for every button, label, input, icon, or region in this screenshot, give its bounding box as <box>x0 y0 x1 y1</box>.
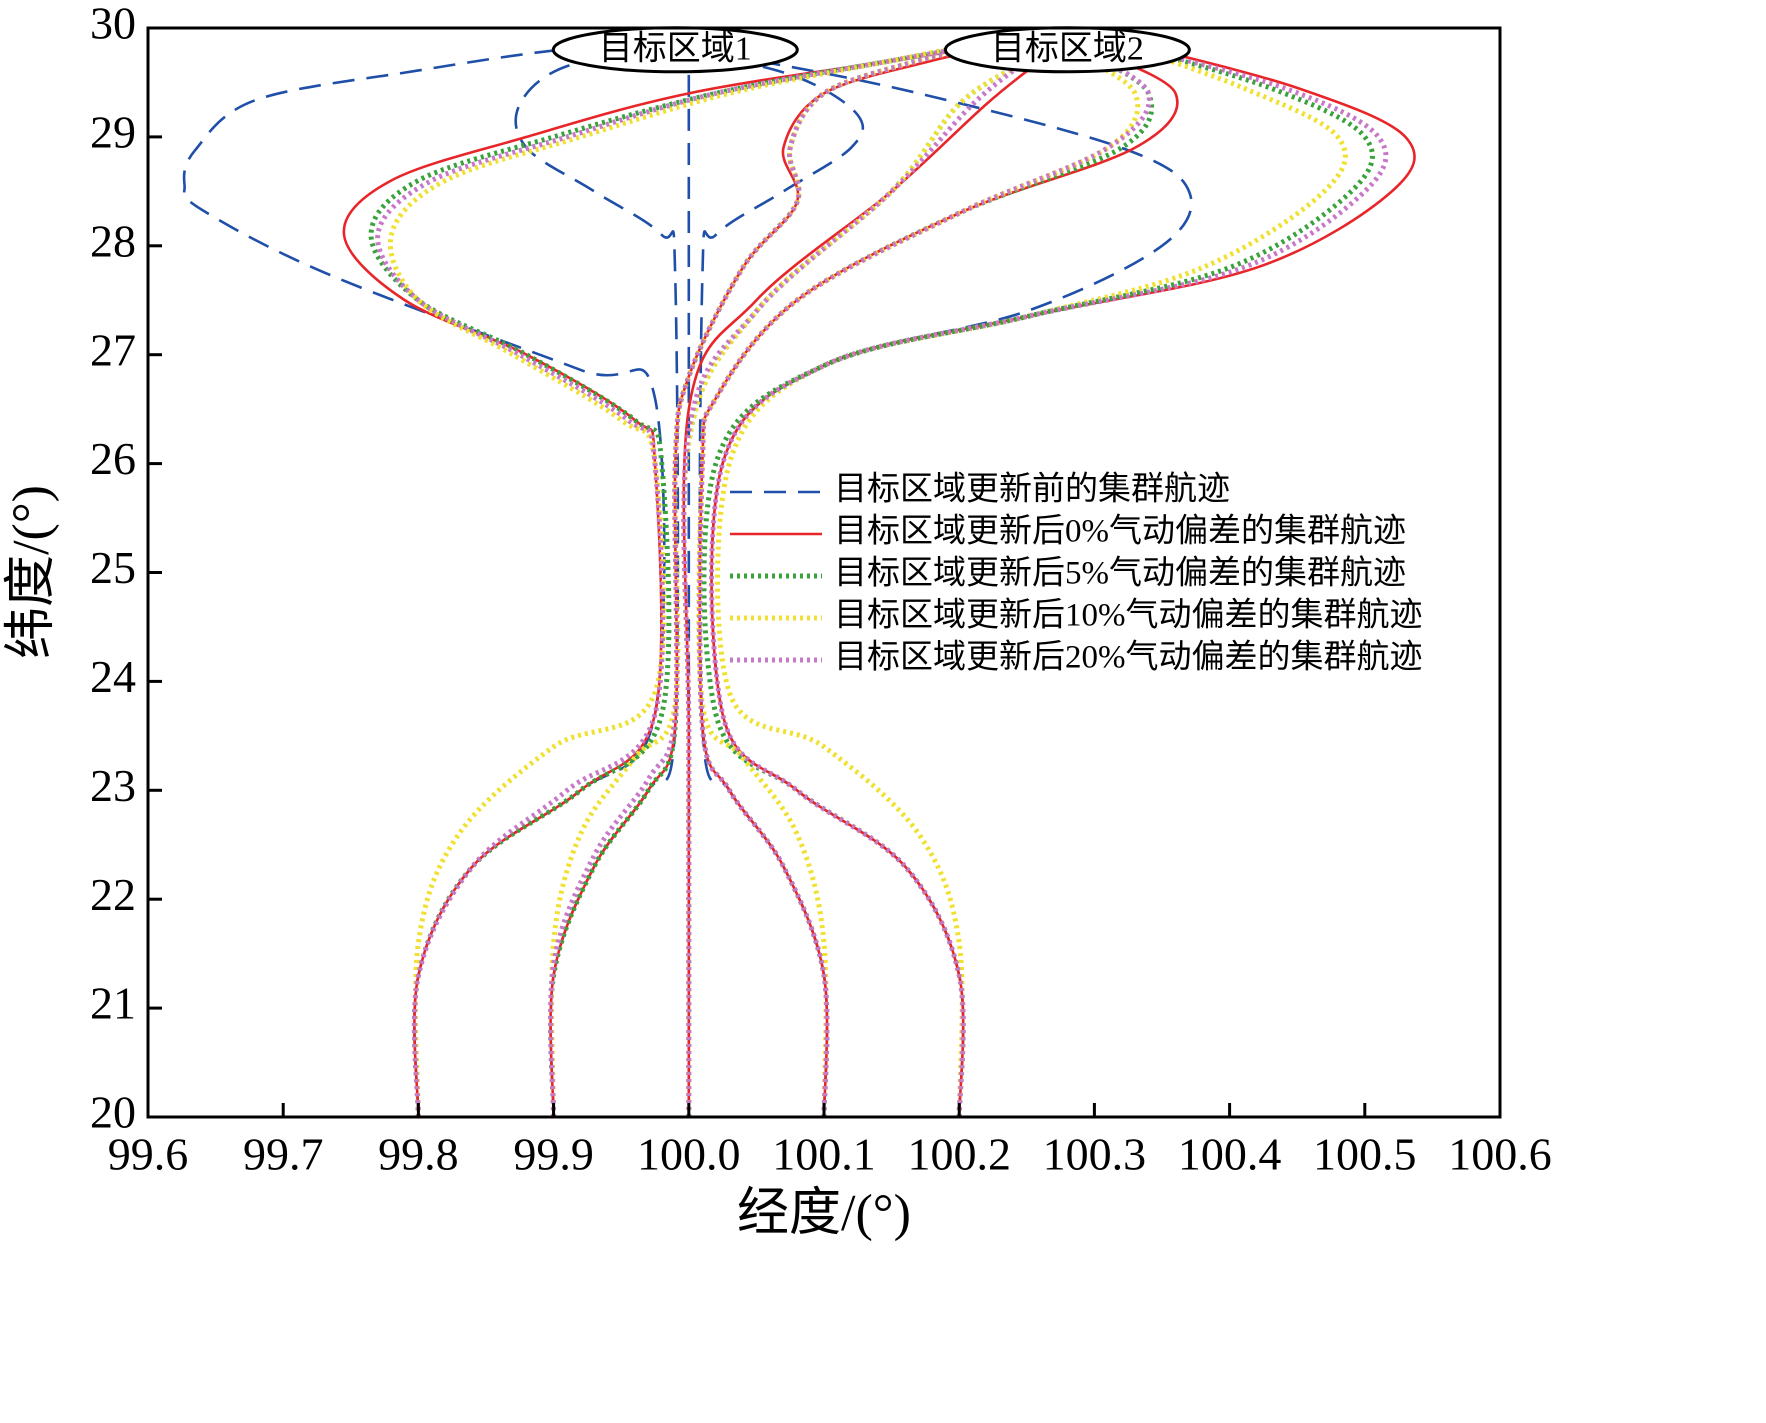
x-tick-label: 100.1 <box>772 1129 876 1180</box>
trajectory <box>548 47 974 1118</box>
trajectory <box>709 41 1389 1118</box>
y-tick-label: 26 <box>90 433 136 484</box>
y-tick-label: 28 <box>90 215 136 266</box>
trajectory <box>698 48 1179 1118</box>
trajectory <box>514 48 680 1118</box>
x-tick-label: 99.7 <box>243 1129 324 1180</box>
y-tick-label: 25 <box>90 542 136 593</box>
x-tick-label: 100.6 <box>1448 1129 1552 1180</box>
legend-label: 目标区域更新前的集群航迹 <box>834 471 1230 508</box>
x-tick-label: 100.3 <box>1043 1129 1147 1180</box>
annotation: 目标区域2 <box>991 30 1144 68</box>
y-tick-label: 27 <box>90 324 136 375</box>
y-tick-label: 29 <box>90 106 136 157</box>
x-axis-label: 经度/(°) <box>737 1185 911 1242</box>
y-tick-label: 30 <box>90 0 136 49</box>
y-tick-label: 21 <box>90 978 136 1029</box>
trajectory <box>375 41 987 1118</box>
x-tick-label: 100.4 <box>1178 1129 1282 1180</box>
trajectory <box>701 41 1375 1118</box>
x-tick-label: 99.8 <box>378 1129 459 1180</box>
x-tick-label: 100.2 <box>907 1129 1011 1180</box>
y-tick-label: 23 <box>90 760 136 811</box>
trajectory <box>697 47 1152 1118</box>
x-tick-label: 100.5 <box>1313 1129 1417 1180</box>
trajectory <box>681 58 1029 1117</box>
trajectory <box>387 41 974 1118</box>
legend-label: 目标区域更新后10%气动偏差的集群航迹 <box>834 597 1423 634</box>
trajectory <box>682 59 1042 1117</box>
x-tick-label: 100.0 <box>637 1129 741 1180</box>
y-axis-label: 纬度/(°) <box>3 485 60 659</box>
x-tick-label: 99.9 <box>513 1129 594 1180</box>
legend-label: 目标区域更新后0%气动偏差的集群航迹 <box>834 513 1406 550</box>
trajectory <box>549 47 974 1118</box>
trajectory <box>681 58 1029 1117</box>
y-tick-label: 20 <box>90 1087 136 1138</box>
legend-label: 目标区域更新后5%气动偏差的集群航迹 <box>834 555 1406 592</box>
trajectory <box>696 47 1141 1118</box>
legend-label: 目标区域更新后20%气动偏差的集群航迹 <box>834 639 1423 676</box>
annotation: 目标区域1 <box>599 30 752 68</box>
y-tick-label: 24 <box>90 651 136 702</box>
x-tick-label: 99.6 <box>108 1129 189 1180</box>
y-tick-label: 22 <box>90 869 136 920</box>
